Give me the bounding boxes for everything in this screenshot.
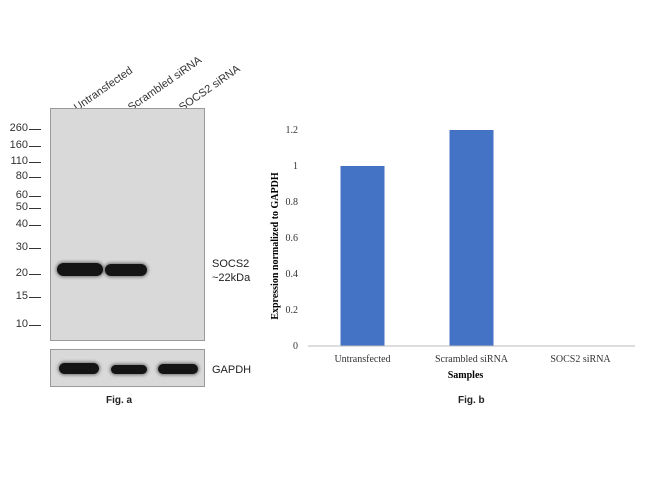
y-tick-label: 0: [293, 341, 298, 352]
figure-b-caption: Fig. b: [458, 395, 485, 406]
y-tick-label: 1: [293, 161, 298, 172]
marker-tick: [29, 297, 41, 298]
band-untransfected-socs2: [57, 263, 103, 276]
figure-a-caption: Fig. a: [106, 395, 133, 406]
marker-tick: [29, 325, 41, 326]
y-axis-title: Expression normalized to GAPDH: [270, 172, 281, 320]
marker-tick: [29, 274, 41, 275]
marker-40: 40: [15, 218, 28, 230]
marker-tick: [29, 162, 41, 163]
band-scrambled-gapdh: [111, 365, 147, 374]
y-tick-label: 0.8: [286, 197, 299, 208]
marker-160: 160: [9, 139, 28, 151]
bar-scrambled-sirna: [449, 130, 494, 346]
bars: [340, 130, 494, 346]
gapdh-blot-panel: [50, 349, 205, 387]
marker-80: 80: [15, 170, 28, 182]
x-axis: Untransfected Scrambled siRNA SOCS2 siRNA: [334, 354, 611, 365]
x-tick-label: Scrambled siRNA: [435, 354, 509, 365]
band-untransfected-gapdh: [59, 363, 99, 374]
loading-control-label: GAPDH: [212, 364, 252, 376]
marker-110: 110: [10, 155, 28, 167]
marker-tick: [29, 208, 41, 209]
band-scrambled-socs2: [105, 264, 147, 276]
marker-tick: [29, 248, 41, 249]
marker-30: 30: [15, 241, 28, 253]
band-socs2-sirna-gapdh: [158, 364, 198, 374]
x-tick-label: Untransfected: [334, 354, 390, 365]
marker-50: 50: [15, 201, 28, 213]
marker-260: 260: [9, 122, 28, 134]
y-tick-label: 0.4: [286, 269, 299, 280]
target-protein-label: SOCS2: [212, 258, 250, 270]
y-axis: 0 0.2 0.4 0.6 0.8 1 1.2: [286, 125, 299, 352]
marker-20: 20: [15, 267, 28, 279]
x-tick-label: SOCS2 siRNA: [550, 354, 611, 365]
y-tick-label: 0.2: [286, 305, 299, 316]
marker-60: 60: [15, 189, 28, 201]
y-tick-label: 1.2: [286, 125, 299, 136]
marker-10: 10: [15, 318, 28, 330]
y-tick-label: 0.6: [286, 233, 299, 244]
marker-tick: [29, 146, 41, 147]
socs2-blot-panel: [50, 108, 205, 341]
marker-tick: [29, 225, 41, 226]
x-axis-title: Samples: [448, 370, 484, 381]
marker-tick: [29, 196, 41, 197]
marker-15: 15: [15, 290, 28, 302]
bar-untransfected: [340, 166, 385, 346]
target-mw-label: ~22kDa: [212, 272, 251, 284]
marker-tick: [29, 129, 41, 130]
marker-tick: [29, 177, 41, 178]
